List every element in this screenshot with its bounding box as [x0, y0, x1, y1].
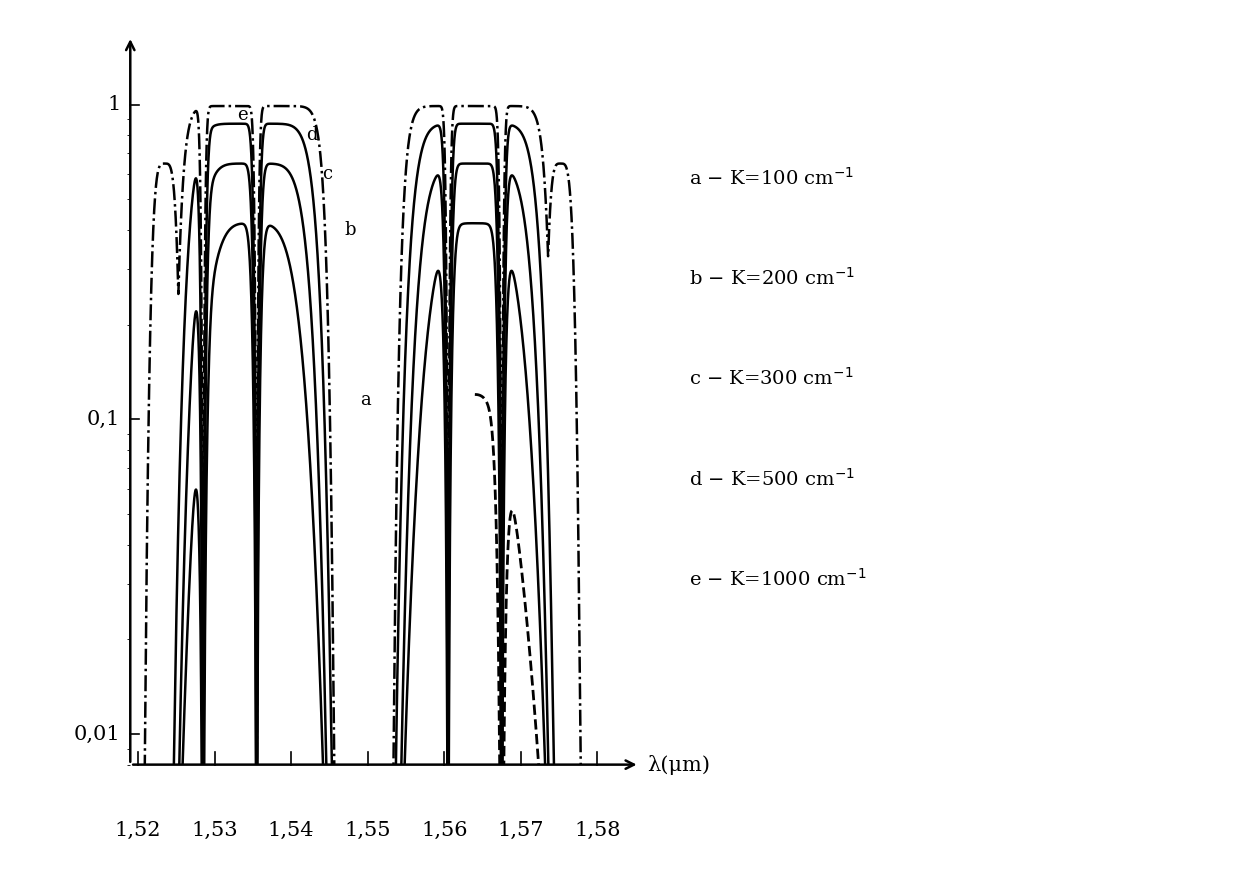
Text: d $-$ K=500 cm$^{-1}$: d $-$ K=500 cm$^{-1}$ — [689, 468, 856, 489]
Text: e: e — [238, 106, 248, 123]
Text: b $-$ K=200 cm$^{-1}$: b $-$ K=200 cm$^{-1}$ — [689, 268, 856, 289]
Text: 1,52: 1,52 — [114, 821, 161, 840]
Text: b: b — [345, 221, 356, 239]
Text: 1,53: 1,53 — [191, 821, 238, 840]
Text: 1: 1 — [107, 96, 120, 114]
Text: a $-$ K=100 cm$^{-1}$: a $-$ K=100 cm$^{-1}$ — [689, 167, 854, 189]
Text: d: d — [306, 126, 317, 144]
Text: 1,54: 1,54 — [268, 821, 314, 840]
Text: λ(μm): λ(μm) — [647, 754, 711, 774]
Text: 1,56: 1,56 — [420, 821, 467, 840]
Text: 1,55: 1,55 — [345, 821, 391, 840]
Text: c $-$ K=300 cm$^{-1}$: c $-$ K=300 cm$^{-1}$ — [689, 368, 853, 389]
Text: 1,58: 1,58 — [574, 821, 620, 840]
Text: a: a — [360, 391, 371, 409]
Text: e $-$ K=1000 cm$^{-1}$: e $-$ K=1000 cm$^{-1}$ — [689, 567, 867, 589]
Text: 0,01: 0,01 — [73, 725, 120, 744]
Text: 0,1: 0,1 — [87, 410, 120, 429]
Text: c: c — [321, 165, 332, 183]
Text: 1,57: 1,57 — [497, 821, 544, 840]
